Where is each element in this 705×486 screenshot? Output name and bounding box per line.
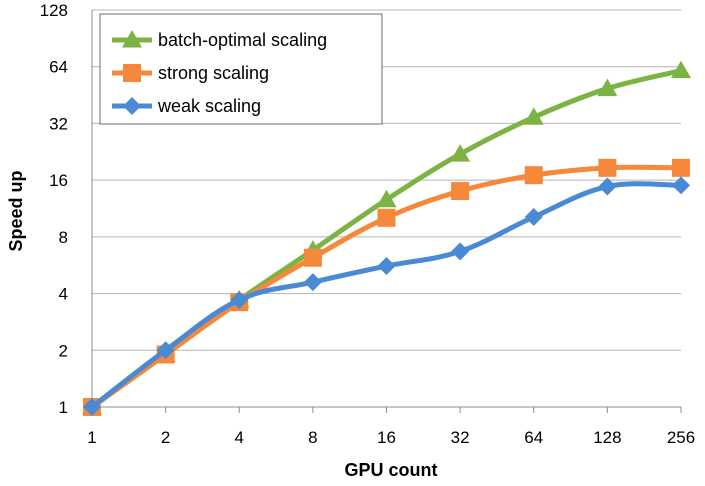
x-tick-label: 128 — [593, 428, 621, 447]
legend: batch-optimal scaling strong scaling weak … — [99, 13, 383, 125]
x-tick-label: 8 — [308, 428, 317, 447]
data-point — [377, 257, 396, 276]
legend-swatch-marker — [123, 97, 141, 115]
y-tick-label: 16 — [49, 171, 68, 190]
x-tick-label: 16 — [377, 428, 396, 447]
data-point — [303, 273, 322, 292]
y-tick-label: 64 — [49, 58, 68, 77]
legend-label: batch-optimal scaling — [158, 30, 327, 50]
legend-label: strong scaling — [158, 63, 269, 83]
series-weak-scaling — [83, 176, 690, 416]
legend-label: weak scaling — [157, 96, 261, 116]
y-tick-label: 128 — [40, 1, 68, 20]
data-point — [377, 208, 396, 227]
x-tick-label: 256 — [667, 428, 695, 447]
data-point — [598, 177, 617, 196]
data-point — [230, 290, 249, 309]
data-point — [523, 107, 544, 125]
data-point — [451, 182, 470, 201]
data-point — [451, 242, 470, 261]
x-tick-label: 32 — [451, 428, 470, 447]
x-tick-label: 64 — [524, 428, 543, 447]
data-point — [450, 144, 471, 162]
legend-swatch-marker — [122, 30, 142, 48]
data-point — [83, 398, 101, 416]
data-point — [156, 341, 175, 360]
data-point — [303, 248, 322, 267]
x-axis-title: GPU count — [345, 460, 438, 480]
data-point — [672, 176, 690, 195]
legend-swatch-marker — [123, 64, 141, 82]
y-tick-label: 32 — [49, 114, 68, 133]
y-tick-label: 4 — [59, 285, 68, 304]
data-point — [524, 207, 543, 226]
data-point — [598, 158, 617, 177]
x-tick-label: 1 — [87, 428, 96, 447]
data-point — [376, 189, 397, 208]
data-point — [671, 60, 691, 79]
y-tick-label: 2 — [59, 341, 68, 360]
series-layer — [82, 60, 691, 416]
data-point — [524, 166, 543, 185]
y-tick-label: 8 — [59, 228, 68, 247]
y-tick-label: 1 — [59, 398, 68, 417]
x-tick-label: 4 — [235, 428, 244, 447]
data-point — [597, 78, 618, 97]
y-axis-title: Speed up — [6, 170, 26, 251]
x-tick-label: 2 — [161, 428, 170, 447]
tick-labels: 1 2 4 8 16 32 64 128 1 2 4 8 16 32 64 128 256 — [40, 1, 696, 447]
data-point — [672, 158, 690, 177]
axes — [91, 10, 682, 413]
